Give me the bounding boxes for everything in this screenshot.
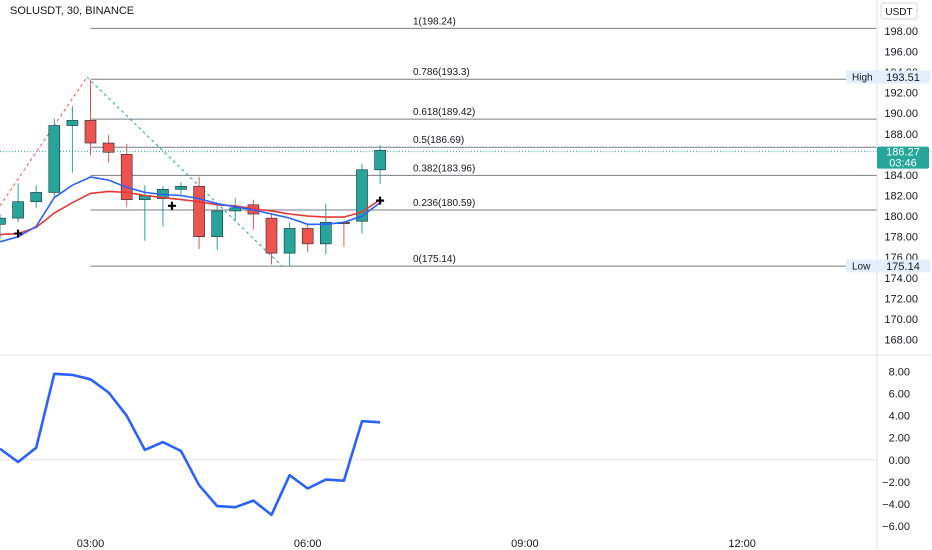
candle-body[interactable]: [319, 221, 332, 245]
price-axis-tick: 172.00: [884, 293, 918, 305]
candle-body[interactable]: [175, 185, 187, 190]
ema-slow-line: [0, 190, 381, 236]
cross-marker: [14, 229, 23, 238]
candle-body[interactable]: [374, 149, 386, 171]
high-tag-bg: [846, 70, 930, 84]
time-axis-tick: 03:00: [77, 538, 105, 550]
oscillator-pane[interactable]: [0, 372, 381, 517]
candle-body[interactable]: [265, 217, 278, 254]
price-axis-tick: 188.00: [884, 129, 918, 141]
time-axis-tick: 09:00: [511, 538, 539, 550]
fib-level-label: 1(198.24): [413, 16, 456, 27]
price-axis-tick: 178.00: [884, 232, 918, 244]
candle-body[interactable]: [229, 207, 242, 212]
ema-fast-line: [0, 176, 381, 243]
fib-level-label: 0.5(186.69): [413, 135, 464, 146]
last-price-value: 186.27: [886, 147, 920, 159]
candle-body[interactable]: [283, 228, 296, 254]
candle-body[interactable]: [84, 120, 97, 144]
oscillator-axis-tick: 6.00: [889, 389, 910, 401]
currency-label: USDT: [885, 7, 912, 18]
fib-level-label: 0.236(180.59): [413, 198, 475, 209]
fib-level-label: 0.786(193.3): [413, 67, 470, 78]
oscillator-axis-tick: −6.00: [882, 521, 910, 533]
candle-body[interactable]: [66, 120, 79, 126]
oscillator-axis-tick: −2.00: [882, 477, 910, 489]
time-axis-tick: 12:00: [728, 538, 756, 550]
candle-body[interactable]: [48, 125, 61, 193]
candle-body[interactable]: [12, 201, 24, 219]
high-tag-label: High: [852, 73, 873, 84]
fib-level-label: 0.618(189.42): [413, 107, 475, 118]
time-axis-tick: 06:00: [294, 538, 322, 550]
candle-body[interactable]: [0, 217, 6, 225]
price-axis-tick: 196.00: [884, 46, 918, 58]
last-price-tag-bg: [877, 146, 929, 169]
low-tag-bg: [846, 259, 930, 273]
price-axis-tick: 192.00: [884, 88, 918, 100]
candle-body[interactable]: [120, 154, 133, 200]
oscillator-axis-tick: 2.00: [889, 433, 910, 445]
currency-button[interactable]: [880, 2, 918, 20]
price-pane[interactable]: 1(198.24) 0.786(193.3) 0.618(189.42) 0.5(18…: [0, 16, 877, 267]
oscillator-line: [0, 372, 381, 517]
trend-line-lead[interactable]: [0, 76, 88, 207]
high-tag: High 193.51: [846, 70, 930, 84]
fib-level-label: 0(175.14): [413, 254, 456, 265]
price-axis-tick: 168.00: [884, 335, 918, 347]
fib-level-label: 0.382(183.96): [413, 163, 475, 174]
price-axis-tick: 174.00: [884, 273, 918, 285]
candle-body[interactable]: [211, 210, 223, 237]
cross-marker: [376, 196, 385, 205]
price-axis-tick: 184.00: [884, 170, 918, 182]
candle-body[interactable]: [30, 192, 43, 202]
candle-body[interactable]: [193, 185, 205, 237]
last-price-countdown: 03:46: [889, 158, 917, 170]
cross-marker: [167, 201, 176, 210]
low-tag-label: Low: [852, 262, 871, 273]
price-axis-tick: 190.00: [884, 108, 918, 120]
oscillator-axis-tick: 4.00: [889, 411, 910, 423]
price-axis-tick: 180.00: [884, 211, 918, 223]
oscillator-axis-tick: 8.00: [889, 367, 910, 379]
low-tag: Low 175.14: [846, 259, 930, 273]
high-tag-value: 193.51: [886, 72, 920, 84]
candle-body[interactable]: [301, 228, 314, 245]
last-price-tag: 186.27 03:46: [877, 146, 929, 170]
price-axis-tick: 182.00: [884, 191, 918, 203]
symbol-title: SOLUSDT, 30, BINANCE: [10, 5, 134, 17]
price-axis-tick: 198.00: [884, 26, 918, 38]
candle-body[interactable]: [102, 142, 115, 153]
candle-body[interactable]: [356, 169, 368, 222]
low-tag-value: 175.14: [886, 261, 920, 273]
oscillator-axis-tick: −4.00: [882, 499, 910, 511]
oscillator-axis-tick: 0.00: [889, 455, 910, 467]
price-axis-tick: 170.00: [884, 314, 918, 326]
